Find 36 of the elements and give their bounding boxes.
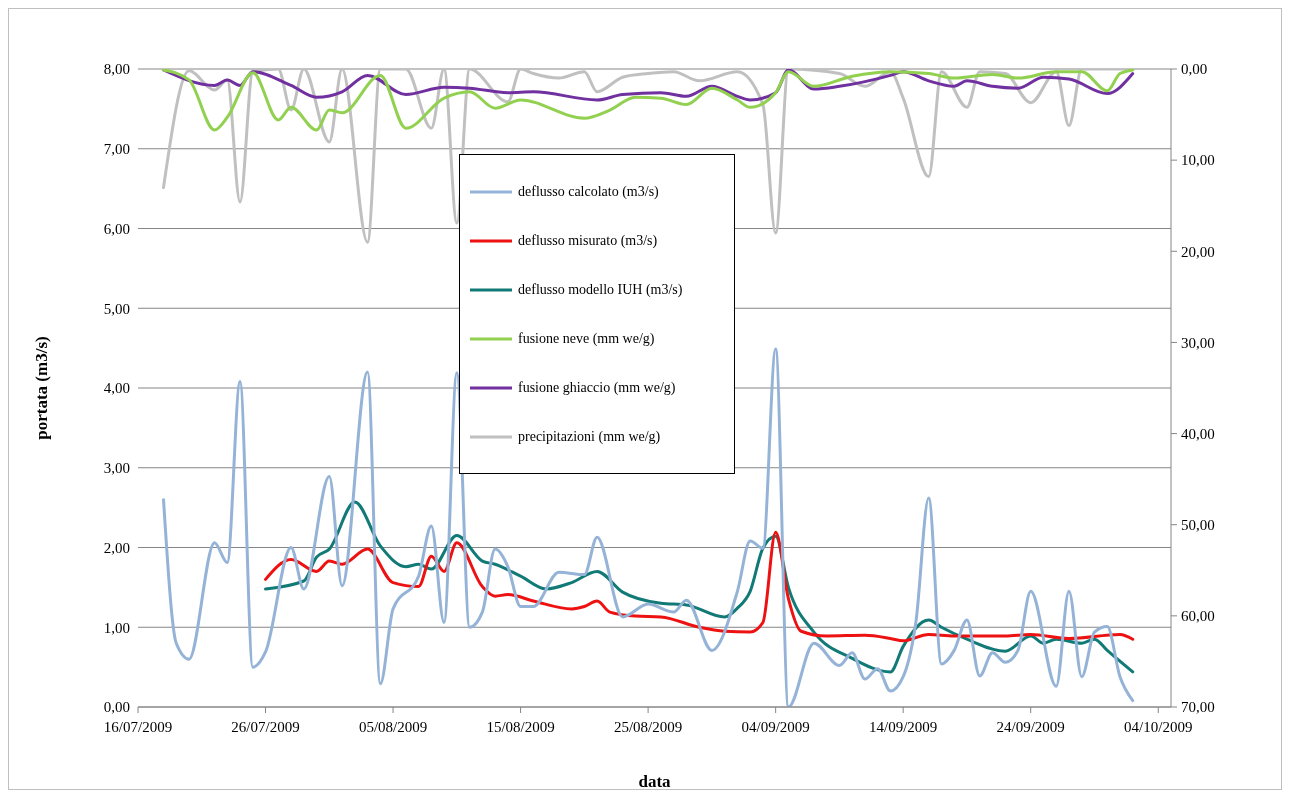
x-tick-label: 04/10/2009 — [1124, 718, 1193, 735]
line-series — [162, 69, 1135, 132]
x-tick-label: 16/07/2009 — [103, 718, 173, 735]
x-tick-label: 26/07/2009 — [231, 718, 300, 735]
x-tick-label: 24/09/2009 — [996, 718, 1065, 735]
legend-label: deflusso misurato (m3/s) — [518, 232, 658, 249]
y2-tick-label: 10,00 — [1181, 152, 1215, 169]
x-tick-label: 14/09/2009 — [869, 718, 938, 735]
y-tick-label: 3,00 — [103, 460, 130, 477]
x-tick-label: 05/08/2009 — [358, 718, 428, 735]
x-tick-label: 04/09/2009 — [741, 718, 810, 735]
x-tick-label: 25/08/2009 — [613, 718, 683, 735]
y-tick-label: 2,00 — [103, 539, 130, 556]
y-tick-label: 7,00 — [103, 141, 130, 158]
legend-label: fusione ghiaccio (mm we/g) — [518, 379, 676, 396]
y-tick-label: 4,00 — [103, 380, 130, 397]
line-series — [162, 347, 1135, 707]
y-tick-label: 1,00 — [103, 619, 130, 636]
legend-label: precipitazioni (mm we/g) — [518, 428, 661, 445]
y2-tick-label: 0,00 — [1181, 61, 1208, 78]
y2-tick-label: 60,00 — [1181, 608, 1215, 625]
y-axis-title: portata (m3/s) — [32, 336, 52, 440]
x-axis-title: data — [638, 772, 672, 791]
y2-tick-label: 40,00 — [1181, 425, 1215, 442]
y-tick-label: 8,00 — [103, 61, 130, 78]
legend-label: deflusso modello IUH (m3/s) — [518, 281, 683, 298]
y2-tick-label: 50,00 — [1181, 517, 1215, 534]
legend-label: deflusso calcolato (m3/s) — [518, 183, 659, 200]
y2-tick-label: 20,00 — [1181, 243, 1215, 260]
x-tick-label: 15/08/2009 — [486, 718, 555, 735]
y-tick-label: 5,00 — [103, 300, 130, 317]
y-tick-label: 0,00 — [103, 699, 130, 716]
y2-tick-label: 30,00 — [1181, 334, 1215, 351]
y-tick-label: 6,00 — [103, 220, 130, 237]
legend-label: fusione neve (mm we/g) — [518, 330, 655, 347]
y2-tick-label: 70,00 — [1181, 699, 1215, 716]
